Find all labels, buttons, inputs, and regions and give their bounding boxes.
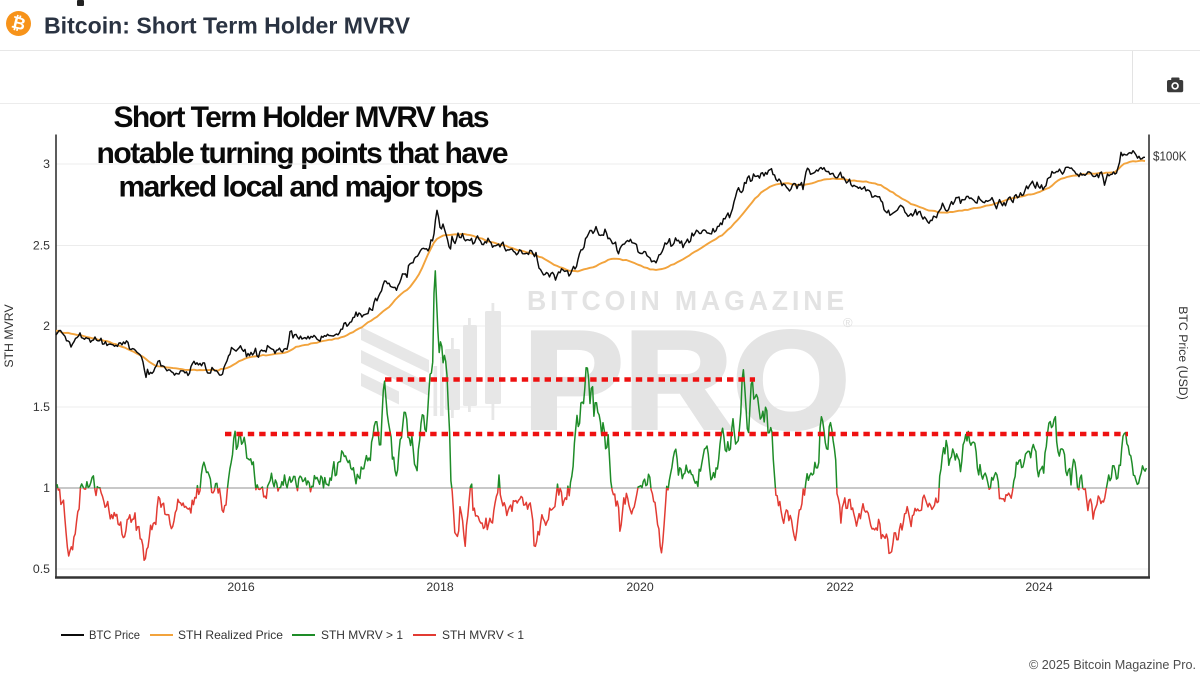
svg-text:1: 1 bbox=[43, 481, 50, 495]
svg-text:STH MVRV: STH MVRV bbox=[2, 304, 16, 368]
svg-text:0.5: 0.5 bbox=[33, 562, 50, 576]
svg-text:STH MVRV > 1: STH MVRV > 1 bbox=[321, 628, 403, 642]
svg-text:1.5: 1.5 bbox=[33, 400, 50, 414]
svg-text:2022: 2022 bbox=[826, 580, 854, 594]
svg-text:2: 2 bbox=[43, 319, 50, 333]
svg-text:3: 3 bbox=[43, 157, 50, 171]
svg-text:marked local and major tops: marked local and major tops bbox=[119, 171, 484, 204]
svg-text:Short Term Holder MVRV has: Short Term Holder MVRV has bbox=[114, 101, 490, 134]
svg-text:STH MVRV < 1: STH MVRV < 1 bbox=[442, 628, 524, 642]
svg-text:© 2025 Bitcoin Magazine Pro.: © 2025 Bitcoin Magazine Pro. bbox=[1029, 657, 1196, 672]
svg-text:STH Realized Price: STH Realized Price bbox=[178, 628, 283, 642]
svg-text:2.5: 2.5 bbox=[33, 239, 50, 253]
svg-text:Bitcoin: Short Term Holder MVR: Bitcoin: Short Term Holder MVRV bbox=[44, 13, 410, 39]
svg-text:BITCOIN MAGAZINE: BITCOIN MAGAZINE bbox=[527, 285, 848, 316]
svg-text:notable turning points that ha: notable turning points that have bbox=[97, 137, 509, 170]
svg-text:2018: 2018 bbox=[426, 580, 454, 594]
svg-text:2024: 2024 bbox=[1025, 580, 1053, 594]
svg-text:2016: 2016 bbox=[227, 580, 255, 594]
svg-text:$100K: $100K bbox=[1153, 150, 1187, 164]
svg-text:2020: 2020 bbox=[626, 580, 654, 594]
svg-text:BTC Price (USD): BTC Price (USD) bbox=[1176, 306, 1190, 400]
svg-text:BTC Price: BTC Price bbox=[89, 628, 140, 642]
svg-text:®: ® bbox=[843, 315, 853, 330]
